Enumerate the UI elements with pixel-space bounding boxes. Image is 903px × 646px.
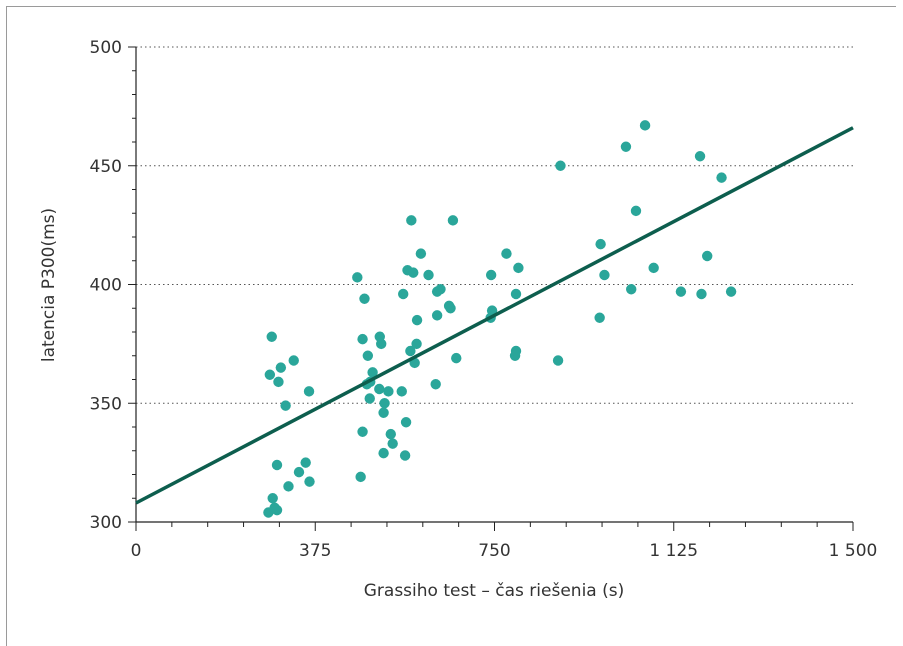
data-point — [293, 466, 305, 478]
data-point — [510, 288, 522, 300]
data-point — [280, 400, 291, 411]
data-point — [415, 248, 427, 259]
data-point — [400, 417, 412, 428]
data-point — [431, 310, 443, 321]
data-point — [385, 428, 396, 440]
data-point — [552, 355, 564, 366]
data-point — [271, 459, 283, 471]
y-tick-label: 350 — [90, 394, 122, 414]
data-point — [435, 284, 446, 295]
x-tick-label: 375 — [299, 541, 331, 561]
x-tick-label: 750 — [478, 541, 510, 561]
data-point — [367, 367, 378, 378]
x-tick-label: 0 — [131, 541, 142, 561]
data-point — [283, 481, 294, 492]
data-point — [383, 386, 394, 397]
data-point — [266, 331, 277, 342]
data-point — [599, 269, 610, 281]
data-point — [273, 376, 284, 388]
data-point — [359, 293, 370, 304]
data-point — [275, 362, 287, 373]
data-point — [378, 407, 389, 418]
data-point — [451, 352, 462, 364]
data-point — [398, 288, 409, 300]
data-point — [264, 369, 276, 380]
x-tick-label: 1 125 — [649, 541, 698, 561]
data-point — [445, 303, 456, 314]
x-tick-label: 1 500 — [829, 541, 878, 561]
data-point — [378, 447, 389, 459]
data-point — [626, 284, 637, 295]
x-axis-title: Grassiho test – čas riešenia (s) — [364, 581, 625, 601]
data-point — [408, 267, 419, 278]
y-tick-label: 500 — [90, 38, 122, 58]
data-point — [702, 250, 713, 262]
data-point — [513, 262, 524, 274]
data-point — [639, 120, 651, 131]
data-point — [396, 386, 407, 397]
data-point — [595, 238, 606, 250]
chart-frame — [6, 6, 896, 646]
data-point — [399, 450, 411, 461]
data-point — [675, 286, 687, 297]
y-tick-label: 450 — [90, 157, 122, 177]
data-point — [620, 141, 632, 152]
data-point — [376, 338, 387, 350]
data-point — [355, 471, 366, 483]
data-point — [267, 493, 278, 504]
data-point — [501, 248, 512, 259]
data-point — [300, 457, 311, 468]
data-point — [725, 286, 737, 297]
y-tick-label: 300 — [90, 513, 122, 533]
tick-labels: 300 350 400 450 500 0 375 750 1 125 1 500 — [90, 38, 878, 561]
axis-ticks — [128, 46, 854, 531]
trend-line-group — [135, 126, 854, 505]
data-point — [406, 215, 417, 226]
data-point — [447, 215, 459, 226]
axes — [135, 47, 853, 523]
data-point — [374, 383, 385, 395]
data-point — [630, 205, 642, 217]
data-points — [263, 120, 737, 518]
data-point — [362, 350, 374, 361]
data-point — [288, 355, 299, 366]
trend-line — [135, 126, 854, 505]
scatter-chart: 300 350 400 450 500 0 375 750 1 125 1 500 Grassih… — [39, 38, 878, 601]
data-point — [405, 345, 416, 357]
data-point — [423, 269, 434, 281]
data-point — [271, 504, 283, 516]
data-point — [357, 333, 368, 345]
data-point — [648, 262, 659, 274]
data-point — [594, 312, 605, 323]
data-point — [430, 379, 441, 390]
data-point — [716, 172, 727, 183]
data-point — [411, 314, 423, 326]
data-point — [364, 393, 375, 404]
data-point — [357, 426, 368, 437]
data-point — [510, 345, 522, 357]
data-point — [411, 338, 422, 350]
y-axis-title: latencia P300(ms) — [39, 208, 59, 362]
data-point — [303, 386, 315, 397]
data-point — [696, 288, 707, 300]
y-tick-label: 400 — [90, 276, 122, 296]
data-point — [304, 476, 315, 487]
data-point — [555, 160, 566, 171]
data-point — [485, 269, 497, 281]
data-point — [379, 398, 390, 409]
grid-lines — [136, 46, 853, 404]
data-point — [387, 438, 398, 449]
data-point — [352, 272, 363, 283]
data-point — [694, 151, 706, 162]
data-point — [486, 305, 498, 316]
